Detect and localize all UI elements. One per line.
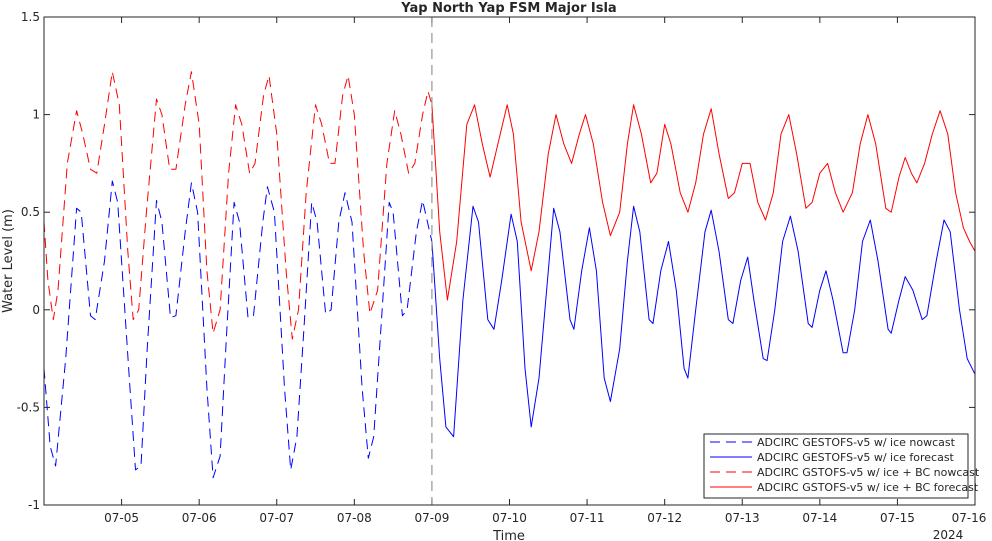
series-line-3	[431, 104, 976, 301]
x-tick-label-9: 07-14	[802, 511, 837, 525]
legend-label-1: ADCIRC GESTOFS-v5 w/ ice forecast	[757, 451, 955, 464]
series-lines	[43, 71, 976, 479]
x-tick-label-7: 07-12	[647, 511, 682, 525]
legend: ADCIRC GESTOFS-v5 w/ ice nowcast ADCIRC …	[703, 433, 980, 499]
legend-label-2: ADCIRC GSTOFS-v5 w/ ice + BC nowcast	[757, 466, 980, 479]
chart-title: Yap North Yap FSM Major Isla	[400, 1, 616, 16]
x-tick-label-2: 07-07	[259, 511, 294, 525]
plot-frame	[43, 16, 976, 506]
x-tick-label-1: 07-06	[182, 511, 217, 525]
x-axis-label: Time	[492, 529, 525, 541]
y-tick-label-5: 1.5	[21, 10, 40, 24]
legend-label-0: ADCIRC GESTOFS-v5 w/ ice nowcast	[757, 436, 956, 449]
x-tick-label-3: 07-08	[337, 511, 372, 525]
x-tick-label-6: 07-11	[570, 511, 605, 525]
plot-area	[44, 17, 975, 505]
y-tick-label-4: 1	[32, 108, 40, 122]
y-tick-label-1: -0.5	[17, 400, 40, 414]
tick-labels: 07-05 07-06 07-07 07-08 07-09 07-10 07-11 07-12…	[17, 10, 987, 525]
x-tick-label-8: 07-13	[725, 511, 760, 525]
series-line-2	[43, 71, 433, 340]
y-tick-label-3: 0.5	[21, 205, 40, 219]
x-tick-label-5: 07-10	[492, 511, 527, 525]
x-tick-label-10: 07-15	[880, 511, 915, 525]
legend-label-3: ADCIRC GSTOFS-v5 w/ ice + BC forecast	[757, 481, 979, 494]
y-tick-label-0: -1	[28, 498, 40, 512]
series-line-0	[43, 180, 433, 479]
y-axis-label: Water Level (m)	[1, 209, 16, 313]
x-tick-label-11: 07-16	[952, 511, 987, 525]
x-tick-label-4: 07-09	[414, 511, 449, 525]
y-tick-label-2: 0	[32, 303, 40, 317]
x-tick-label-0: 07-05	[104, 511, 139, 525]
year-label: 2024	[933, 528, 964, 541]
series-line-1	[431, 205, 976, 438]
